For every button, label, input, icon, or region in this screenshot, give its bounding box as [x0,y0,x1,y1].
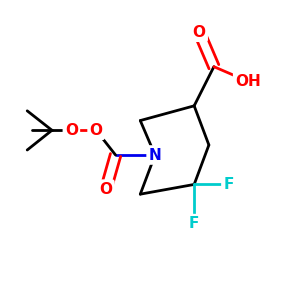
Text: F: F [189,216,200,231]
Text: N: N [148,148,161,163]
Text: O: O [65,123,78,138]
Text: F: F [224,177,234,192]
Text: O: O [99,182,112,197]
Text: O: O [90,123,103,138]
Text: O: O [193,25,206,40]
Text: OH: OH [235,74,261,89]
